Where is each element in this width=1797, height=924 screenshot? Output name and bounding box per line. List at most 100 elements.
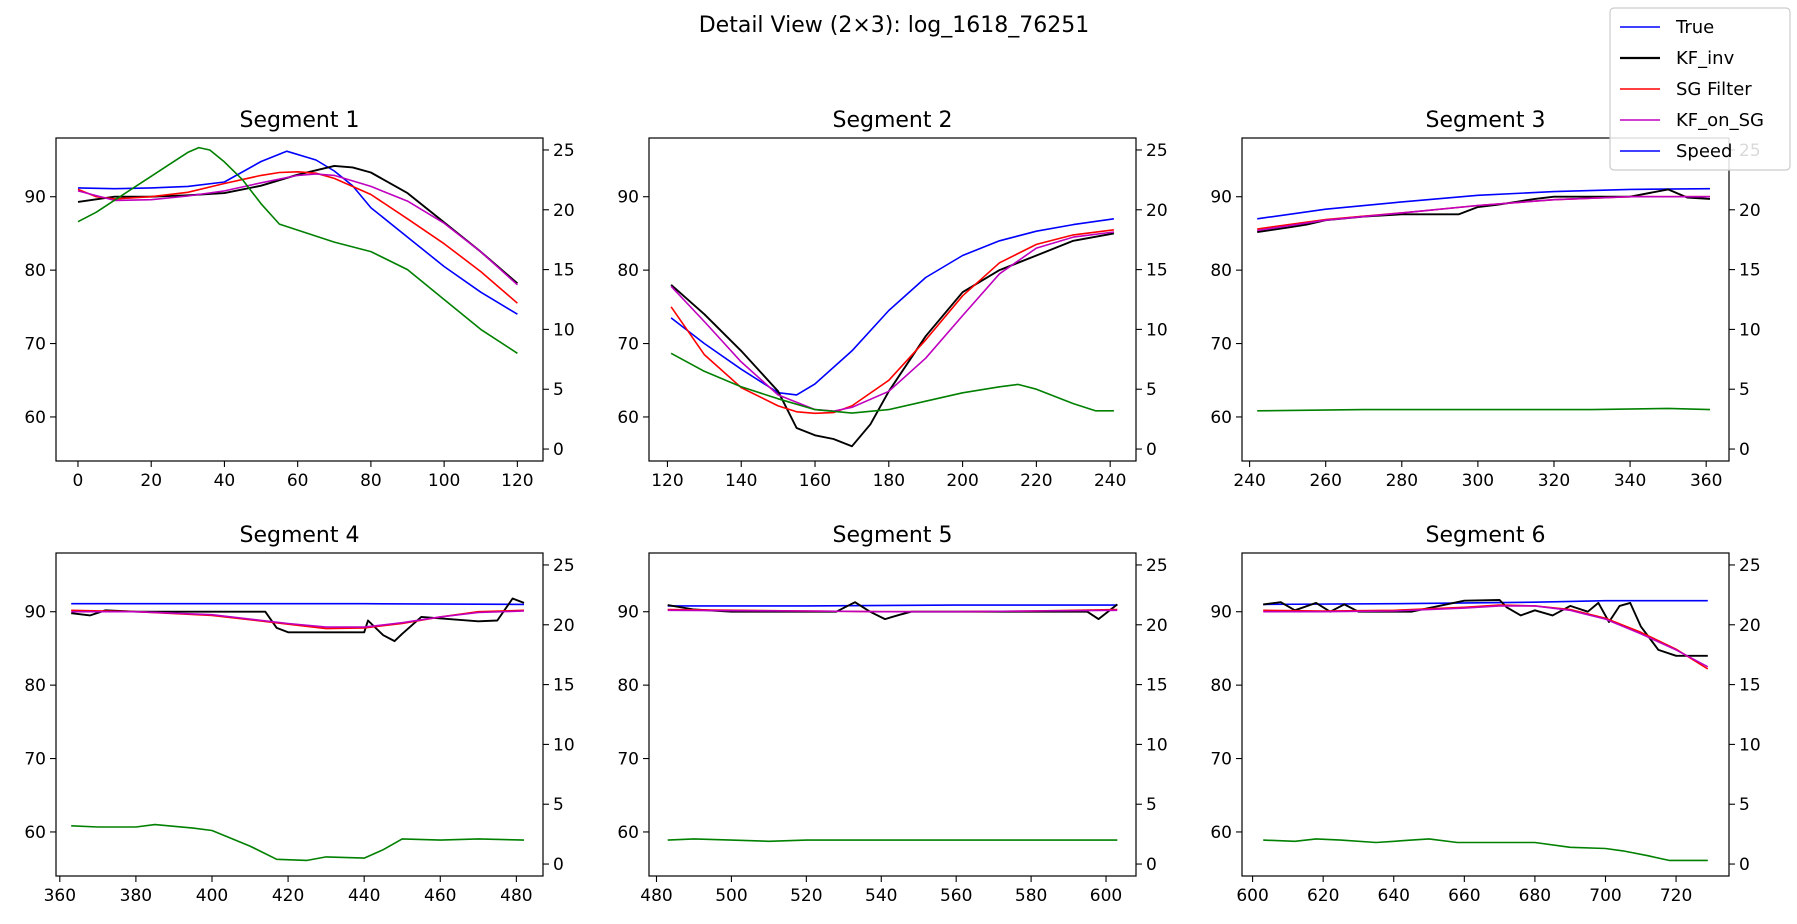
- figure-title: Detail View (2×3): log_1618_76251: [699, 13, 1090, 38]
- y2-tick-label: 20: [1739, 201, 1761, 221]
- y2-tick-label: 20: [553, 616, 575, 636]
- y2-tick-label: 25: [553, 141, 575, 161]
- x-tick-label: 40: [214, 471, 236, 491]
- y2-tick-label: 20: [553, 201, 575, 221]
- x-tick-label: 340: [1614, 471, 1646, 491]
- y-tick-label: 90: [24, 603, 46, 623]
- y-tick-label: 80: [24, 261, 46, 281]
- legend-entry: Speed: [1620, 141, 1732, 162]
- series-line-true: [1257, 187, 1711, 220]
- x-tick-label: 640: [1378, 886, 1410, 906]
- axes-frame: [1241, 137, 1730, 462]
- y2-tick-label: 0: [1739, 440, 1750, 460]
- x-tick-label: 600: [1090, 886, 1122, 906]
- legend-entry: SG Filter: [1620, 79, 1752, 100]
- x-tick-label: 180: [873, 471, 905, 491]
- legend-label: KF_on_SG: [1676, 110, 1764, 131]
- y2-tick-label: 5: [1739, 380, 1750, 400]
- x-tick-label: 480: [500, 886, 532, 906]
- subplot-3: Segment 3 240 260 280 300 320 340 360 60 70 80 90 0 5…: [1210, 108, 1760, 491]
- y2-tick-label: 0: [1739, 855, 1750, 875]
- y-tick-label: 70: [1210, 750, 1232, 770]
- axes-frame: [55, 137, 544, 462]
- legend-entry: True: [1620, 17, 1714, 38]
- series-group: [670, 218, 1115, 448]
- series-line-true: [1263, 599, 1708, 606]
- x-tick-label: 460: [424, 886, 456, 906]
- y2-tick-label: 0: [553, 440, 564, 460]
- x-tick-label: 540: [865, 886, 897, 906]
- x-tick-label: 440: [348, 886, 380, 906]
- axes-frame: [648, 137, 1137, 462]
- x-tick-label: 360: [1690, 471, 1722, 491]
- series-group: [77, 146, 519, 354]
- y2-tick-label: 10: [1739, 735, 1761, 755]
- x-tick-label: 280: [1386, 471, 1418, 491]
- x-tick-label: 100: [428, 471, 460, 491]
- x-tick-label: 720: [1660, 886, 1692, 906]
- axes-frame: [1241, 552, 1730, 877]
- y2-tick-label: 0: [1146, 855, 1157, 875]
- x-tick-label: 260: [1309, 471, 1341, 491]
- x-tick-label: 120: [651, 471, 683, 491]
- y2-tick-label: 25: [1146, 556, 1168, 576]
- x-tick-label: 480: [640, 886, 672, 906]
- axes-frame: [55, 552, 544, 877]
- series-line-speed: [667, 838, 1118, 843]
- x-tick-label: 200: [946, 471, 978, 491]
- y2-tick-label: 5: [1146, 795, 1157, 815]
- x-tick-label: 320: [1538, 471, 1570, 491]
- x-tick-label: 520: [790, 886, 822, 906]
- y2-tick-label: 20: [1739, 616, 1761, 636]
- series-group: [1263, 599, 1709, 862]
- legend-label: SG Filter: [1676, 79, 1752, 100]
- y2-tick-label: 10: [553, 735, 575, 755]
- series-group: [1257, 187, 1711, 412]
- y2-tick-label: 0: [1146, 440, 1157, 460]
- y2-tick-label: 15: [553, 261, 575, 281]
- x-tick-label: 580: [1015, 886, 1047, 906]
- x-tick-label: 680: [1519, 886, 1551, 906]
- subplot-6: Segment 6 600 620 640 660 680 700 720 60 70 80 90 0 5…: [1210, 523, 1760, 906]
- y2-tick-label: 5: [1146, 380, 1157, 400]
- subplot-1: Segment 1 0 20 40 60 80 100 120 60 70 80 90 0 5 10 15 20…: [24, 108, 574, 491]
- series-line-kf-on-sg: [77, 173, 518, 286]
- legend-entry: KF_on_SG: [1620, 110, 1764, 131]
- subplot-title: Segment 4: [240, 523, 360, 548]
- y-tick-label: 90: [24, 188, 46, 208]
- x-tick-label: 240: [1233, 471, 1265, 491]
- y-tick-label: 80: [617, 261, 639, 281]
- series-line-kf-inv: [670, 232, 1115, 448]
- y-tick-label: 70: [24, 335, 46, 355]
- y-tick-label: 90: [617, 603, 639, 623]
- x-tick-label: 600: [1236, 886, 1268, 906]
- y-tick-label: 90: [1210, 603, 1232, 623]
- series-line-speed: [670, 352, 1114, 414]
- y-tick-label: 60: [24, 408, 46, 428]
- x-tick-label: 420: [272, 886, 304, 906]
- x-tick-label: 620: [1307, 886, 1339, 906]
- y2-tick-label: 10: [553, 320, 575, 340]
- series-line-speed: [77, 146, 518, 354]
- legend-entry: KF_inv: [1620, 48, 1735, 69]
- series-line-true: [670, 218, 1115, 396]
- x-tick-label: 140: [725, 471, 757, 491]
- y-tick-label: 70: [1210, 335, 1232, 355]
- x-tick-label: 560: [940, 886, 972, 906]
- x-tick-label: 220: [1020, 471, 1052, 491]
- x-tick-label: 80: [360, 471, 382, 491]
- series-line-kf-on-sg: [670, 231, 1114, 412]
- subplot-4: Segment 4 360 380 400 420 440 460 480 60 70 80 90 0 5…: [24, 523, 574, 906]
- legend-label: KF_inv: [1676, 48, 1735, 69]
- axes-frame: [648, 552, 1137, 877]
- series-group: [667, 601, 1118, 843]
- series-line-speed: [1257, 407, 1711, 412]
- y-tick-label: 60: [24, 823, 46, 843]
- y2-tick-label: 25: [553, 556, 575, 576]
- series-line-kf-on-sg: [667, 609, 1118, 613]
- x-tick-label: 0: [73, 471, 84, 491]
- y2-tick-label: 15: [1739, 261, 1761, 281]
- y-tick-label: 80: [1210, 676, 1232, 696]
- series-line-sg-filter: [670, 229, 1114, 415]
